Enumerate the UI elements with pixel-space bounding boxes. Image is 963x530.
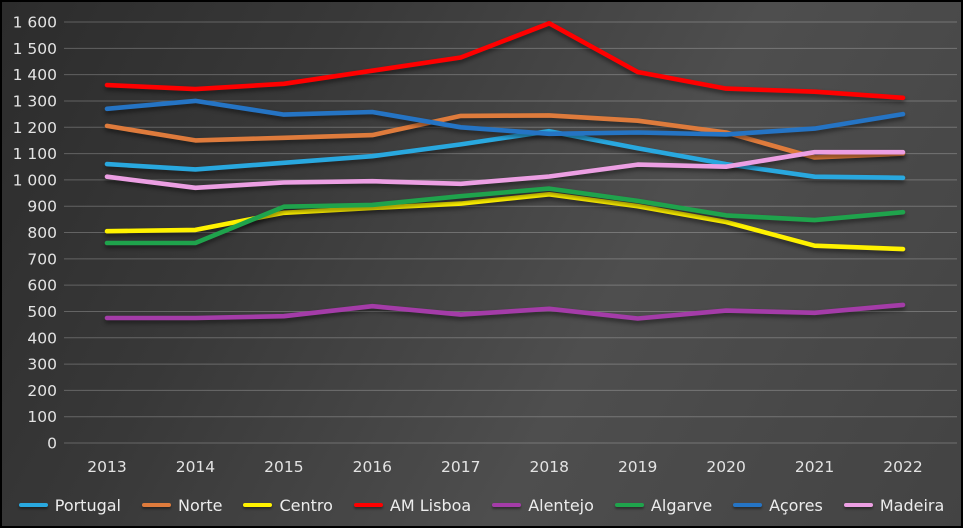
- x-tick-label: 2016: [353, 458, 392, 476]
- y-tick-label: 600: [27, 277, 57, 295]
- y-tick-label: 1 200: [13, 119, 57, 137]
- x-tick-label: 2013: [87, 458, 126, 476]
- x-tick-label: 2020: [706, 458, 745, 476]
- y-tick-label: 700: [27, 250, 57, 268]
- x-axis-labels: 2013 2014 2015 2016 2017 2018 2019 2020 2021 2022: [87, 458, 922, 476]
- legend-swatch-centro: [243, 502, 273, 508]
- gridlines: [64, 21, 957, 444]
- legend-label: Madeira: [879, 495, 945, 515]
- y-tick-label: 900: [27, 198, 57, 216]
- legend-label: Norte: [178, 495, 223, 515]
- y-tick-label: 1 600: [13, 14, 57, 32]
- legend-label: Açores: [769, 495, 823, 515]
- legend-item-algarve: Algarve: [614, 495, 713, 515]
- x-tick-label: 2022: [883, 458, 922, 476]
- x-tick-label: 2021: [795, 458, 834, 476]
- series-line-centro: [104, 192, 906, 252]
- x-tick-label: 2014: [176, 458, 215, 476]
- legend-swatch-madeira: [843, 502, 873, 508]
- legend-swatch-norte: [142, 502, 171, 508]
- legend-label: Portugal: [54, 495, 121, 515]
- y-tick-label: 500: [27, 303, 57, 321]
- y-tick-label: 1 300: [13, 92, 57, 110]
- legend-item-norte: Norte: [142, 496, 222, 515]
- series-line-portugal: [104, 128, 906, 181]
- legend-label: Alentejo: [528, 495, 594, 515]
- x-tick-label: 2019: [618, 458, 657, 476]
- legend-item-portugal: Portugal: [18, 495, 121, 515]
- y-tick-label: 100: [27, 408, 57, 426]
- y-tick-label: 1 000: [13, 171, 57, 189]
- y-tick-label: 400: [27, 329, 57, 347]
- y-tick-label: 1 500: [13, 40, 57, 58]
- legend-item-am-lisboa: AM Lisboa: [353, 495, 472, 515]
- legend-item-madeira: Madeira: [843, 495, 945, 515]
- legend-label: Algarve: [650, 495, 713, 515]
- series-lines: [104, 20, 906, 321]
- legend-label: AM Lisboa: [389, 495, 472, 515]
- series-line-algarve: [104, 186, 906, 246]
- series-line-acores: [104, 98, 906, 137]
- legend-swatch-algarve: [614, 502, 644, 508]
- x-tick-label: 2017: [441, 458, 480, 476]
- legend-swatch-portugal: [18, 502, 48, 508]
- legend: Portugal Norte Centro AM Lisboa Alentejo Alga…: [2, 492, 961, 518]
- y-tick-label: 200: [27, 382, 57, 400]
- legend-label: Centro: [279, 495, 333, 515]
- legend-item-acores: Açores: [733, 496, 823, 515]
- legend-item-alentejo: Alentejo: [492, 496, 594, 515]
- y-axis-labels: 0 100 200 300 400 500 600 700 800 900 1 000 1 100 1 …: [13, 14, 57, 453]
- x-tick-label: 2018: [529, 458, 568, 476]
- legend-swatch-am-lisboa: [353, 502, 383, 508]
- y-tick-label: 0: [47, 435, 57, 453]
- x-tick-label: 2015: [264, 458, 303, 476]
- series-line-madeira: [104, 149, 906, 191]
- legend-item-centro: Centro: [243, 495, 333, 515]
- series-line-norte: [104, 113, 906, 160]
- series-line-am-lisboa: [104, 20, 906, 101]
- legend-swatch-alentejo: [492, 502, 522, 508]
- y-tick-label: 800: [27, 224, 57, 242]
- y-tick-label: 300: [27, 356, 57, 374]
- y-tick-label: 1 400: [13, 66, 57, 84]
- y-tick-label: 1 100: [13, 145, 57, 163]
- series-line-alentejo: [104, 302, 906, 321]
- legend-swatch-acores: [733, 502, 763, 508]
